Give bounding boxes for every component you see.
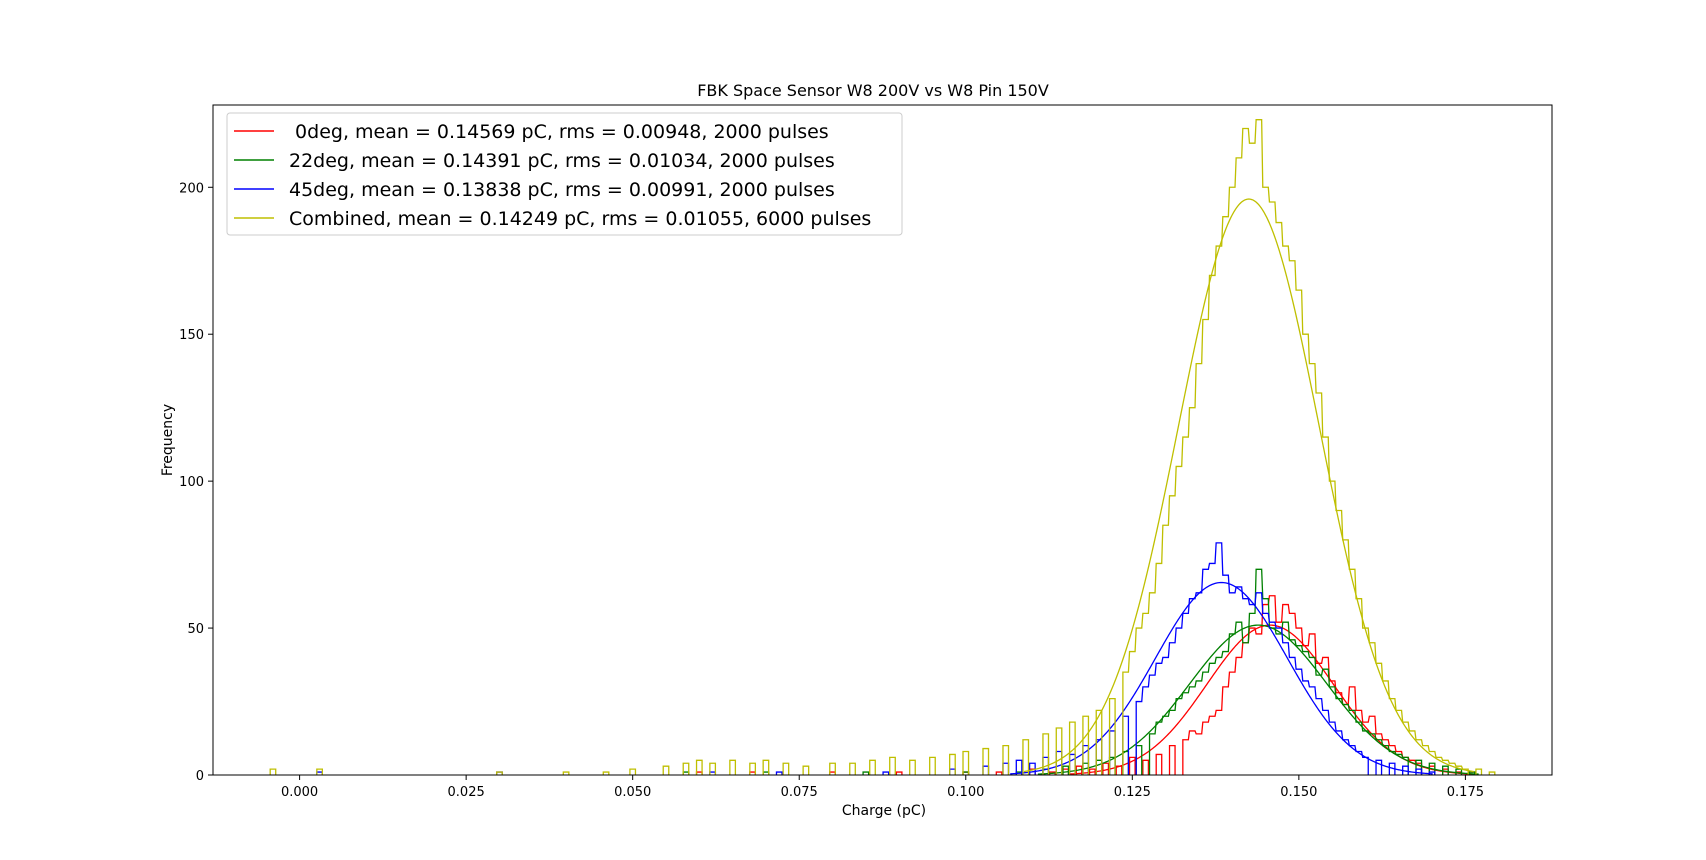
y-tick-label: 50 xyxy=(187,622,204,637)
x-tick-label: 0.150 xyxy=(1280,785,1317,800)
x-axis: 0.000 0.025 0.050 0.075 0.100 0.125 0.150 0.175 xyxy=(281,775,1484,800)
x-tick-label: 0.025 xyxy=(448,785,485,800)
x-tick-label: 0.175 xyxy=(1447,785,1484,800)
gaussian-fit-line xyxy=(1037,624,1479,775)
histogram-series xyxy=(316,542,1436,775)
y-tick-label: 0 xyxy=(196,769,204,784)
plot-area xyxy=(269,119,1496,775)
x-tick-label: 0.075 xyxy=(781,785,818,800)
chart-title: FBK Space Sensor W8 200V vs W8 Pin 150V xyxy=(697,81,1049,100)
x-tick-label: 0.125 xyxy=(1114,785,1151,800)
x-tick-label: 0.050 xyxy=(614,785,651,800)
x-tick-label: 0.100 xyxy=(947,785,984,800)
y-tick-label: 100 xyxy=(179,475,204,490)
y-axis: 0 50 100 150 200 xyxy=(179,181,213,784)
y-axis-label: Frequency xyxy=(160,404,176,476)
legend-entry: 22deg, mean = 0.14391 pC, rms = 0.01034,… xyxy=(289,150,835,172)
plot-frame xyxy=(212,104,1553,776)
x-axis-label: Charge (pC) xyxy=(842,803,926,819)
legend-entry: Combined, mean = 0.14249 pC, rms = 0.010… xyxy=(289,208,871,230)
series-group xyxy=(682,568,1479,775)
x-tick-label: 0.000 xyxy=(281,785,318,800)
series-group xyxy=(269,119,1496,775)
y-tick-label: 200 xyxy=(179,181,204,196)
y-tick-label: 150 xyxy=(179,328,204,343)
gaussian-fit-line xyxy=(1010,581,1433,775)
series-group xyxy=(316,542,1436,775)
gaussian-fit-line xyxy=(1023,198,1474,773)
legend-entry: 0deg, mean = 0.14569 pC, rms = 0.00948, … xyxy=(289,121,829,143)
histogram-series xyxy=(269,119,1496,775)
legend-frame xyxy=(226,112,903,236)
legend-entry: 45deg, mean = 0.13838 pC, rms = 0.00991,… xyxy=(289,179,835,201)
legend: 0deg, mean = 0.14569 pC, rms = 0.00948, … xyxy=(226,112,903,236)
